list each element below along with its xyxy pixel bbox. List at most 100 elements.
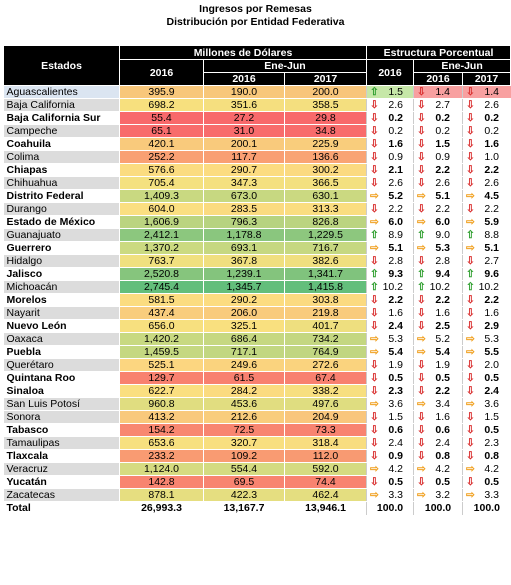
amount-cell: 55.4 xyxy=(119,111,204,125)
percent-value: 1.6 xyxy=(435,411,451,423)
arrow-down-icon: ⇩ xyxy=(417,411,426,423)
arrow-down-icon: ⇩ xyxy=(370,411,379,423)
state-name: Baja California xyxy=(3,98,120,112)
percent-value: 0.5 xyxy=(388,476,404,488)
arrow-down-icon: ⇩ xyxy=(370,294,379,306)
arrow-down-icon: ⇩ xyxy=(417,151,426,163)
percent-value: 9.0 xyxy=(435,229,451,241)
arrow-right-icon: ⇨ xyxy=(466,190,475,202)
percent-value: 10.2 xyxy=(478,281,500,293)
percent-value: 5.2 xyxy=(388,190,404,202)
arrow-down-icon: ⇩ xyxy=(417,437,426,449)
amount-cell: 1,409.3 xyxy=(119,189,204,203)
percent-value: 0.2 xyxy=(388,125,404,137)
amount-cell: 34.8 xyxy=(283,124,367,138)
percent-cell: ⇩ 1.5 xyxy=(462,410,511,424)
percent-value: 0.2 xyxy=(435,112,451,124)
amount-cell: 796.3 xyxy=(203,215,285,229)
percent-cell: ⇩ 0.5 xyxy=(462,371,511,385)
percent-value: 5.4 xyxy=(388,346,404,358)
percent-value: 1.5 xyxy=(388,411,404,423)
percent-cell: ⇨ 3.4 xyxy=(413,397,463,411)
amount-cell: 303.8 xyxy=(283,293,367,307)
amount-cell: 604.0 xyxy=(119,202,204,216)
state-name: Zacatecas xyxy=(3,488,120,502)
percent-cell: ⇩ 0.6 xyxy=(413,423,463,437)
arrow-up-icon: ⇧ xyxy=(370,281,379,293)
amount-cell: 200.0 xyxy=(283,85,367,99)
arrow-right-icon: ⇨ xyxy=(417,489,426,501)
arrow-down-icon: ⇩ xyxy=(466,450,475,462)
amount-cell: 1,124.0 xyxy=(119,462,204,476)
arrow-right-icon: ⇨ xyxy=(370,242,379,254)
amount-cell: 717.1 xyxy=(203,345,285,359)
arrow-up-icon: ⇧ xyxy=(370,229,379,241)
percent-value: 0.6 xyxy=(435,424,451,436)
percent-value: 2.2 xyxy=(435,294,451,306)
amount-cell: 734.2 xyxy=(283,332,367,346)
title-line-1: Ingresos por Remesas xyxy=(199,3,312,15)
arrow-right-icon: ⇨ xyxy=(466,398,475,410)
arrow-up-icon: ⇧ xyxy=(370,268,379,280)
percent-cell: ⇩ 2.2 xyxy=(366,293,414,307)
amount-cell: 1,239.1 xyxy=(203,267,285,281)
percent-cell: ⇩ 0.9 xyxy=(366,449,414,463)
state-name: Tlaxcala xyxy=(3,449,120,463)
header-pct-ene-jun: Ene-Jun xyxy=(413,59,511,73)
table-row: Nuevo León 656.0 325.1 401.7 ⇩ 2.4 ⇩ 2.5 ⇩ 2.9 xyxy=(3,319,511,333)
percent-cell: ⇩ 2.2 xyxy=(413,163,463,177)
percent-cell: ⇩ 0.2 xyxy=(366,124,414,138)
percent-cell: ⇩ 2.2 xyxy=(366,202,414,216)
state-name: Quintana Roo xyxy=(3,371,120,385)
percent-value: 0.5 xyxy=(388,372,404,384)
arrow-down-icon: ⇩ xyxy=(466,99,475,111)
amount-cell: 358.5 xyxy=(283,98,367,112)
percent-value: 0.5 xyxy=(435,476,451,488)
amount-cell: 525.1 xyxy=(119,358,204,372)
percent-cell: ⇨ 3.6 xyxy=(366,397,414,411)
arrow-down-icon: ⇩ xyxy=(417,476,426,488)
amount-cell: 1,420.2 xyxy=(119,332,204,346)
state-name: Tamaulipas xyxy=(3,436,120,450)
percent-cell: ⇩ 0.6 xyxy=(366,423,414,437)
percent-cell: ⇩ 0.5 xyxy=(462,423,511,437)
amount-cell: 716.7 xyxy=(283,241,367,255)
arrow-down-icon: ⇩ xyxy=(466,476,475,488)
percent-cell: ⇩ 2.1 xyxy=(366,163,414,177)
percent-cell: ⇩ 2.6 xyxy=(462,176,511,190)
percent-value: 2.7 xyxy=(484,255,500,267)
remittances-table: Estados Millones de Dólares Estructura P… xyxy=(3,45,511,515)
total-percent: 100.0 xyxy=(366,501,414,515)
amount-cell: 31.0 xyxy=(203,124,285,138)
table-row: Guerrero 1,370.2 693.1 716.7 ⇨ 5.1 ⇨ 5.3 ⇨ 5.1 xyxy=(3,241,511,255)
arrow-right-icon: ⇨ xyxy=(466,216,475,228)
percent-value: 2.4 xyxy=(484,385,500,397)
amount-cell: 673.0 xyxy=(203,189,285,203)
percent-value: 1.5 xyxy=(484,411,500,423)
state-name: Veracruz xyxy=(3,462,120,476)
percent-cell: ⇧ 8.8 xyxy=(462,228,511,242)
arrow-down-icon: ⇩ xyxy=(417,86,426,98)
percent-value: 1.4 xyxy=(484,86,500,98)
amount-cell: 462.4 xyxy=(283,488,367,502)
percent-value: 5.9 xyxy=(484,216,500,228)
state-name: Aguascalientes xyxy=(3,85,120,99)
amount-cell: 320.7 xyxy=(203,436,285,450)
amount-cell: 206.0 xyxy=(203,306,285,320)
percent-cell: ⇩ 1.4 xyxy=(462,85,511,99)
percent-value: 10.2 xyxy=(429,281,451,293)
amount-cell: 826.8 xyxy=(283,215,367,229)
percent-cell: ⇩ 0.5 xyxy=(413,475,463,489)
percent-cell: ⇩ 0.9 xyxy=(366,150,414,164)
amount-cell: 1,370.2 xyxy=(119,241,204,255)
percent-cell: ⇨ 5.3 xyxy=(413,241,463,255)
amount-cell: 422.3 xyxy=(203,488,285,502)
arrow-down-icon: ⇩ xyxy=(466,138,475,150)
percent-cell: ⇩ 1.0 xyxy=(462,150,511,164)
arrow-down-icon: ⇩ xyxy=(417,450,426,462)
percent-cell: ⇩ 2.5 xyxy=(413,319,463,333)
percent-value: 10.2 xyxy=(382,281,404,293)
amount-cell: 190.0 xyxy=(203,85,285,99)
percent-cell: ⇩ 0.2 xyxy=(413,111,463,125)
amount-cell: 65.1 xyxy=(119,124,204,138)
